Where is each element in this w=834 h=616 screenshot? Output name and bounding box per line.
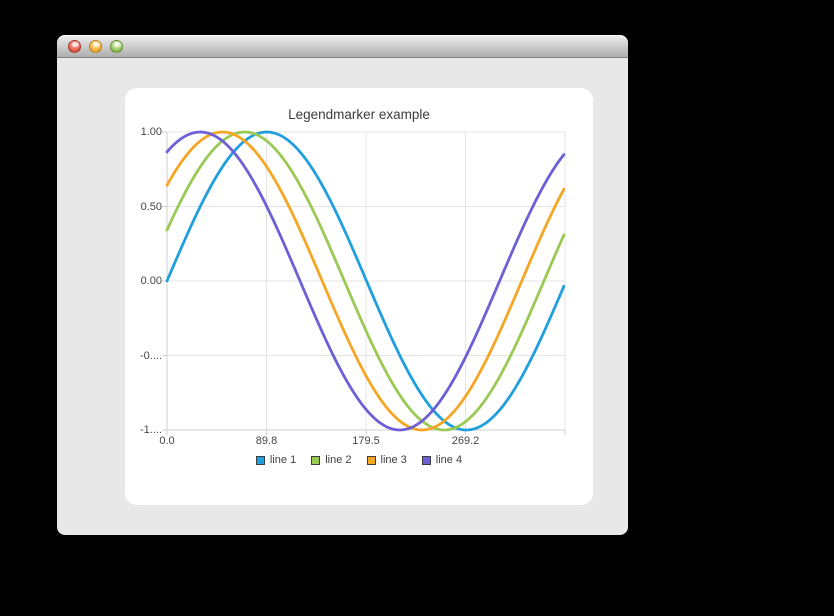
legend-item-line-2[interactable]: line 2 xyxy=(311,454,352,466)
legend-item-line-1[interactable]: line 1 xyxy=(255,454,297,466)
y-tick-label: 0.50 xyxy=(140,200,162,213)
legend-label[interactable]: line 2 xyxy=(325,454,352,466)
legend-label[interactable]: line 4 xyxy=(435,454,463,466)
y-tick-label: 1.00 xyxy=(140,126,162,138)
legend-label[interactable]: line 3 xyxy=(380,454,407,466)
legend-marker-icon[interactable] xyxy=(311,455,321,465)
chart-plot-area xyxy=(162,130,566,435)
series-curve-line-3 xyxy=(165,130,566,432)
app-window: Legendmarker example 1.00 0.50 0.00 -0.... -… xyxy=(57,35,628,535)
legend-marker-icon[interactable] xyxy=(255,455,265,465)
legend-item-line-4[interactable]: line 4 xyxy=(421,454,463,466)
series-curve-line-4 xyxy=(165,130,566,432)
traffic-lights xyxy=(68,40,123,53)
x-tick-label: 269.2 xyxy=(451,435,480,447)
legend-label[interactable]: line 1 xyxy=(269,454,297,466)
legend-marker-icon[interactable] xyxy=(366,455,376,465)
window-titlebar[interactable] xyxy=(57,35,628,58)
chart-title: Legendmarker example xyxy=(288,107,430,122)
legend-item-line-3[interactable]: line 3 xyxy=(366,454,407,466)
y-tick-label: -1.... xyxy=(139,424,162,436)
y-tick-label: 0.00 xyxy=(140,275,162,287)
chart-panel: Legendmarker example 1.00 0.50 0.00 -0.... -… xyxy=(125,88,593,505)
chart-legend: line 1 line 2 line 3 line 4 xyxy=(125,454,593,466)
legend-marker-icon[interactable] xyxy=(421,455,431,465)
x-tick-label: 179.5 xyxy=(352,435,380,447)
y-tick-label: -0.... xyxy=(139,349,162,362)
minimize-button[interactable] xyxy=(89,40,102,53)
close-button[interactable] xyxy=(68,40,81,53)
x-tick-label: 0.0 xyxy=(159,435,175,447)
x-tick-label: 89.8 xyxy=(255,435,278,447)
zoom-button[interactable] xyxy=(110,40,123,53)
